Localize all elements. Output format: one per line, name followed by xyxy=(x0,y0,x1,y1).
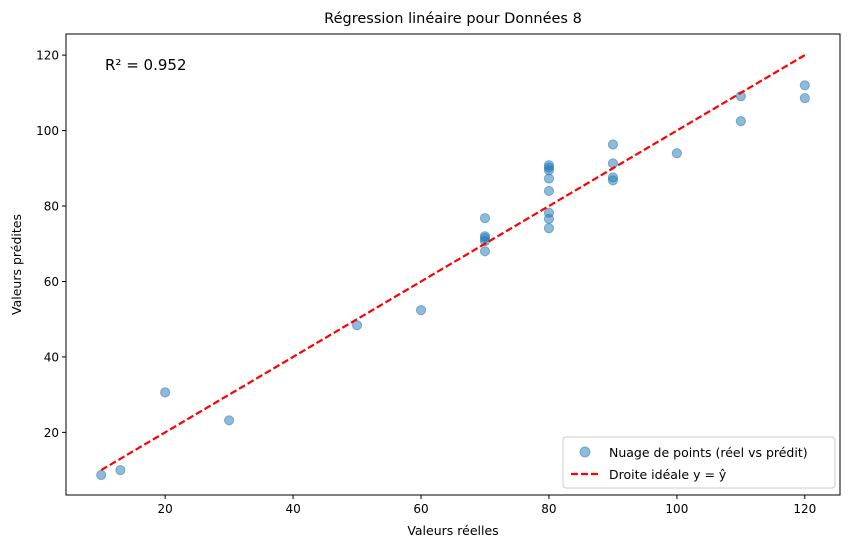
x-tick-label: 60 xyxy=(413,502,428,516)
scatter-point xyxy=(543,223,555,234)
x-tick-label: 20 xyxy=(158,502,173,516)
y-tick-label: 20 xyxy=(44,426,59,440)
scatter-point xyxy=(543,173,555,184)
scatter-point xyxy=(479,213,491,224)
scatter-point xyxy=(96,469,107,481)
legend: Nuage de points (réel vs prédit) Droite … xyxy=(562,436,836,489)
scatter-point xyxy=(351,320,363,331)
y-tick-label: 80 xyxy=(44,200,59,214)
y-tick-label: 60 xyxy=(44,275,59,289)
y-tick-label: 40 xyxy=(44,350,59,364)
x-axis-label: Valeurs réelles xyxy=(407,523,498,538)
scatter-point xyxy=(671,148,682,159)
scatter-point xyxy=(799,80,810,91)
legend-scatter-label: Nuage de points (réel vs prédit) xyxy=(609,445,808,460)
scatter-point xyxy=(224,415,235,426)
scatter-point xyxy=(543,185,555,197)
scatter-point xyxy=(160,387,171,398)
scatter-point xyxy=(607,175,619,186)
scatter-point xyxy=(735,116,746,127)
x-tick-label: 40 xyxy=(285,502,300,516)
y-axis: 20 40 60 80 100 120 xyxy=(36,49,66,440)
legend-box xyxy=(562,436,836,489)
scatter-point xyxy=(479,246,491,257)
ideal-line xyxy=(100,54,806,472)
scatter-point xyxy=(543,213,555,224)
scatter-point xyxy=(607,158,619,169)
chart-title: Régression linéaire pour Données 8 xyxy=(324,11,582,27)
plot-frame xyxy=(65,33,841,496)
y-tick-label: 120 xyxy=(36,49,59,63)
legend-scatter-marker xyxy=(579,446,591,458)
x-axis: 20 40 60 80 100 120 xyxy=(158,495,816,516)
x-tick-label: 80 xyxy=(541,502,556,516)
scatter-point xyxy=(115,465,126,476)
plot-area xyxy=(96,54,810,481)
x-tick-label: 120 xyxy=(793,502,816,516)
scatter-point xyxy=(415,305,427,316)
scatter-point xyxy=(607,139,619,150)
x-tick-label: 100 xyxy=(665,502,688,516)
y-tick-label: 100 xyxy=(36,124,59,138)
r2-annotation: R² = 0.952 xyxy=(105,56,186,74)
y-axis-label: Valeurs prédites xyxy=(9,214,24,315)
legend-line-label: Droite idéale y = ŷ xyxy=(609,467,727,482)
scatter-point xyxy=(799,93,810,104)
